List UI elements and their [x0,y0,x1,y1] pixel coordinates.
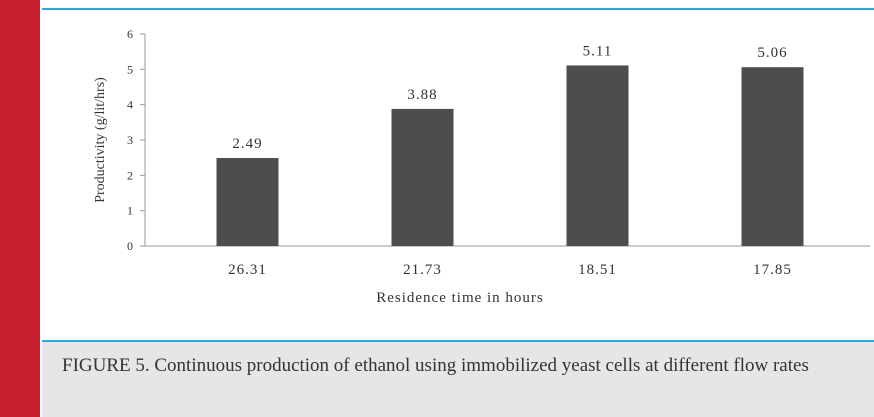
y-tick-label: 1 [127,204,133,218]
bar [566,65,629,247]
value-label: 2.49 [232,136,262,152]
side-bar [0,0,40,417]
chart: Productivity (g/lit/hrs) Residence time … [42,8,874,306]
y-tick-label: 3 [127,133,133,147]
bar [391,108,454,246]
x-tick-label: 18.51 [578,262,617,278]
y-tick-label: 6 [127,27,133,41]
x-tick-label: 17.85 [753,262,792,278]
value-label: 5.11 [583,43,613,59]
value-label: 3.88 [407,87,437,103]
y-tick-label: 2 [127,168,133,182]
x-axis-label: Residence time in hours [376,290,544,306]
bar [216,158,279,246]
y-axis-label: Productivity (g/lit/hrs) [93,77,108,203]
caption: FIGURE 5. Continuous production of ethan… [42,340,874,417]
x-tick-label: 26.31 [228,262,267,278]
y-tick-label: 0 [127,239,133,253]
y-tick-label: 5 [127,62,133,76]
x-tick-label: 21.73 [403,262,442,278]
y-tick-label: 4 [127,98,133,112]
value-label: 5.06 [757,45,787,61]
bar [741,67,804,246]
